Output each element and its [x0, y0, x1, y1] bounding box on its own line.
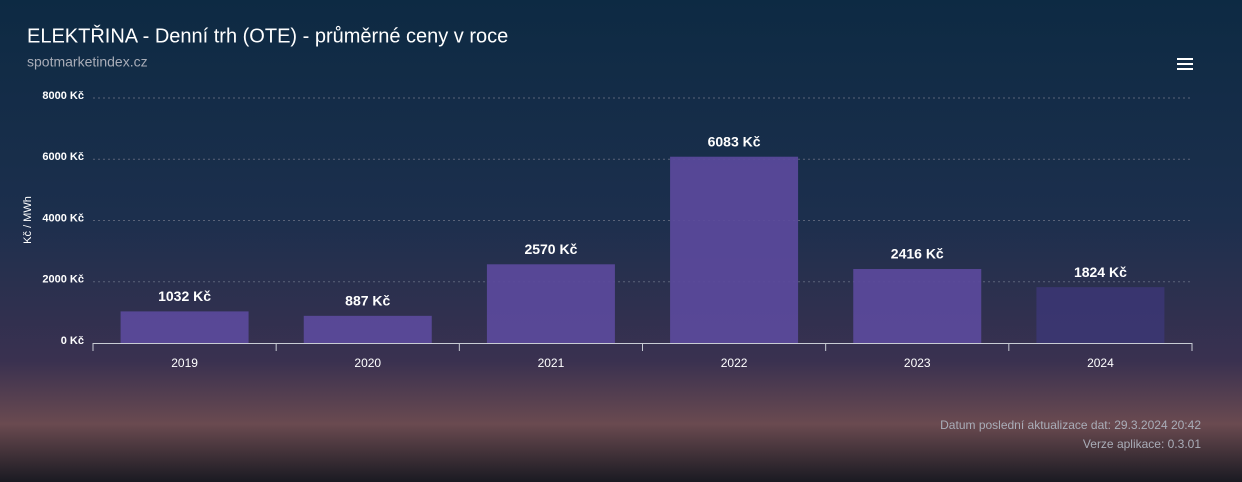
y-tick-label: 6000 Kč — [42, 151, 84, 163]
bar — [670, 156, 799, 343]
update-note: Datum poslední aktualizace dat: 29.3.202… — [940, 418, 1201, 432]
value-label: 1032 Kč — [158, 288, 211, 304]
bar — [303, 315, 432, 343]
x-tick-label: 2020 — [354, 356, 381, 370]
chart-subtitle: spotmarketindex.cz — [27, 54, 148, 70]
bar — [1036, 287, 1165, 343]
x-tick-label: 2019 — [171, 356, 198, 370]
menu-icon[interactable] — [1177, 58, 1193, 70]
bar — [120, 311, 249, 343]
y-tick-label: 0 Kč — [61, 335, 84, 347]
bar — [486, 264, 615, 343]
x-tick-label: 2022 — [721, 356, 748, 370]
value-label: 887 Kč — [345, 293, 390, 309]
x-tick-label: 2023 — [904, 356, 931, 370]
y-tick-label: 8000 Kč — [42, 90, 84, 102]
value-label: 2416 Kč — [891, 246, 944, 262]
chart-title: ELEKTŘINA - Denní trh (OTE) - průměrné c… — [27, 24, 508, 47]
x-tick-label: 2024 — [1087, 356, 1114, 370]
value-label: 2570 Kč — [524, 241, 577, 257]
version-note: Verze aplikace: 0.3.01 — [1083, 437, 1201, 451]
value-label: 1824 Kč — [1074, 264, 1127, 280]
y-axis-label: Kč / MWh — [22, 196, 34, 244]
y-tick-label: 2000 Kč — [42, 274, 84, 286]
x-tick-label: 2021 — [538, 356, 565, 370]
menu-button[interactable] — [1174, 54, 1196, 74]
bar — [853, 269, 982, 343]
y-tick-label: 4000 Kč — [42, 212, 84, 224]
value-label: 6083 Kč — [708, 133, 761, 149]
